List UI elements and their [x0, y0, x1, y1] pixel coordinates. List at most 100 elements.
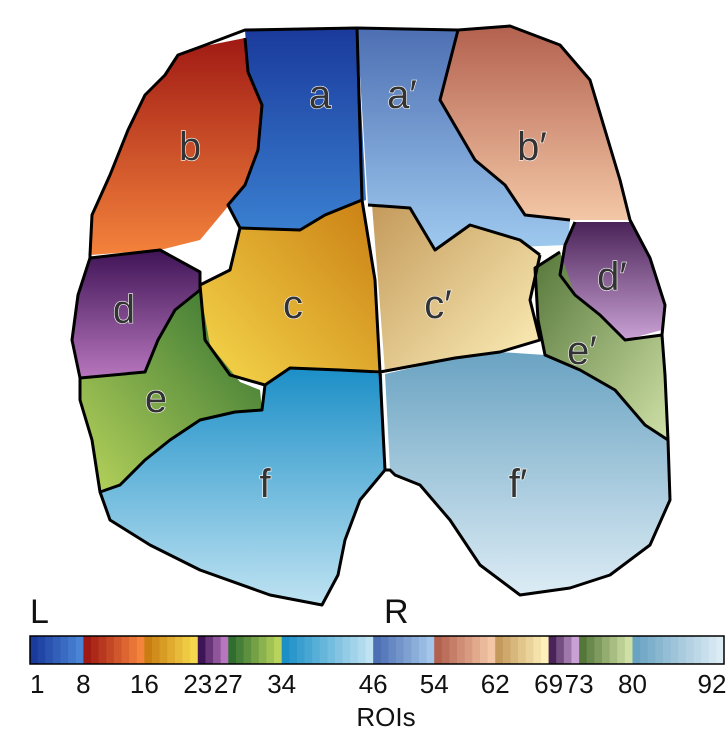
colorbar-cell [617, 636, 626, 664]
colorbar-cell [579, 636, 588, 664]
colorbar-cell [624, 636, 633, 664]
colorbar-cell [258, 636, 267, 664]
colorbar-cell [144, 636, 153, 664]
colorbar-tick-label: 80 [618, 669, 647, 699]
region-label-c-prime: c′ [424, 283, 452, 327]
region-label-a-prime: a′ [387, 73, 417, 117]
colorbar-cell [678, 636, 687, 664]
colorbar-cell [274, 636, 283, 664]
colorbar-cell [281, 636, 290, 664]
colorbar-cell [357, 636, 367, 664]
colorbar-cell [373, 636, 382, 664]
colorbar-cell [510, 636, 519, 664]
right-hemisphere-label: R [384, 593, 409, 631]
colorbar-cell [174, 636, 184, 664]
colorbar-cell [693, 636, 702, 664]
colorbar-cell [152, 636, 161, 664]
colorbar-cell [548, 636, 557, 664]
region-label-c: c [283, 283, 303, 327]
roi-colorbar [29, 635, 725, 665]
colorbar-cell [632, 636, 641, 664]
colorbar-cell [647, 636, 656, 664]
colorbar-cell [594, 636, 603, 664]
colorbar-cell [540, 636, 550, 664]
region-label-d-prime: d′ [597, 255, 627, 299]
colorbar-cell [472, 636, 481, 664]
colorbar-cell [296, 636, 306, 664]
colorbar-cell [220, 636, 229, 664]
colorbar-cell [464, 636, 473, 664]
colorbar-cell [601, 636, 611, 664]
colorbar-tick-label: 62 [481, 669, 510, 699]
region-c-prime [372, 205, 540, 372]
colorbar-cell [52, 636, 62, 664]
colorbar-cell [716, 636, 725, 664]
colorbar-cell [75, 636, 84, 664]
region-a-prime [357, 28, 570, 250]
region-label-b-prime: b′ [517, 125, 547, 169]
colorbar-tick-label: 73 [565, 669, 594, 699]
region-d [72, 250, 200, 378]
roi-colorbar-ticks: 1 8 16 23 27 34 46 54 62 69 73 80 92 [30, 669, 726, 699]
colorbar-cell [571, 636, 580, 664]
colorbar-tick-label: 69 [534, 669, 563, 699]
colorbar-cell [525, 636, 534, 664]
colorbar-cell [197, 636, 206, 664]
region-b-prime [440, 26, 630, 220]
colorbar-cell [403, 636, 412, 664]
colorbar-tick-label: 1 [30, 669, 44, 699]
colorbar-cell [411, 636, 420, 664]
colorbar-cell [502, 636, 511, 664]
colorbar-cell [129, 636, 138, 664]
colorbar-cell [182, 636, 191, 664]
colorbar-cell [91, 636, 100, 664]
colorbar-cell [701, 636, 710, 664]
colorbar-cell [556, 636, 565, 664]
colorbar-cell [251, 636, 260, 664]
colorbar-cell [136, 636, 145, 664]
region-f-prime [385, 352, 670, 595]
region-label-f-prime: f′ [509, 462, 528, 506]
colorbar-cell [266, 636, 275, 664]
region-b [90, 38, 262, 255]
colorbar-cell [68, 636, 77, 664]
colorbar-cell [365, 636, 374, 664]
colorbar-cell [441, 636, 450, 664]
colorbar-cell [335, 636, 344, 664]
colorbar-cell [586, 636, 595, 664]
colorbar-cell [327, 636, 336, 664]
colorbar-cell [205, 636, 214, 664]
colorbar-cell [235, 636, 245, 664]
colorbar-cell [388, 636, 397, 664]
colorbar-cell [113, 636, 123, 664]
colorbar-cell [670, 636, 679, 664]
colorbar-axis-title: ROIs [356, 702, 415, 732]
region-d-prime [560, 222, 665, 340]
colorbar-cell [83, 636, 92, 664]
colorbar-cell [479, 636, 489, 664]
colorbar-cell [380, 636, 389, 664]
colorbar-cell [418, 636, 428, 664]
colorbar-cell [37, 636, 46, 664]
region-label-e: e [145, 377, 167, 421]
colorbar-frame [29, 635, 725, 665]
colorbar-cell [426, 636, 435, 664]
colorbar-cell [342, 636, 351, 664]
colorbar-cell [533, 636, 542, 664]
region-c [200, 200, 380, 385]
region-f [100, 368, 385, 605]
region-a [228, 28, 366, 230]
colorbar-tick-label: 23 [183, 669, 212, 699]
colorbar-cell [243, 636, 252, 664]
colorbar-cell [98, 636, 107, 664]
colorbar-cell [350, 636, 359, 664]
colorbar-cell [312, 636, 321, 664]
colorbar-cell [30, 636, 39, 664]
colorbar-cell [434, 636, 443, 664]
colorbar-cell [487, 636, 496, 664]
region-label-d: d [113, 288, 135, 332]
colorbar-cell [190, 636, 199, 664]
colorbar-cell [495, 636, 504, 664]
colorbar-cell [655, 636, 664, 664]
region-label-a: a [309, 73, 332, 117]
